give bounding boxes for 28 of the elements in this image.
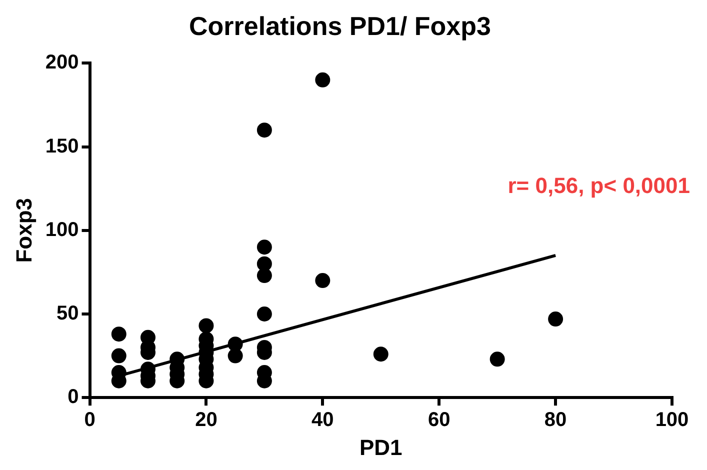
y-tick-label: 50 — [56, 302, 79, 325]
chart-title: Correlations PD1/ Foxp3 — [189, 10, 491, 41]
point — [373, 346, 388, 362]
point — [315, 273, 330, 288]
point — [548, 312, 564, 327]
x-tick-label: 0 — [84, 409, 96, 432]
y-tick-label: 200 — [45, 52, 79, 74]
point — [256, 268, 272, 284]
x-axis-title: PD1 — [359, 434, 402, 460]
x-tick-label: 80 — [544, 409, 567, 432]
annotation: r= 0,56, p< 0,0001 — [508, 172, 690, 198]
x-tick-label: 100 — [655, 409, 689, 432]
x-tick-label: 40 — [312, 409, 334, 432]
point — [256, 122, 272, 138]
y-tick-label: 150 — [45, 135, 79, 158]
point — [198, 318, 214, 334]
x-tick-label: 20 — [195, 409, 218, 432]
y-tick-label: 0 — [68, 386, 79, 408]
y-axis-title: Foxp3 — [11, 198, 36, 263]
point — [228, 348, 243, 364]
y-tick-label: 100 — [45, 218, 79, 241]
point — [111, 348, 126, 364]
point — [256, 240, 272, 255]
point — [111, 326, 126, 342]
point — [315, 72, 330, 88]
x-tick-label: 60 — [428, 409, 450, 432]
point — [490, 352, 505, 367]
point — [256, 306, 272, 322]
